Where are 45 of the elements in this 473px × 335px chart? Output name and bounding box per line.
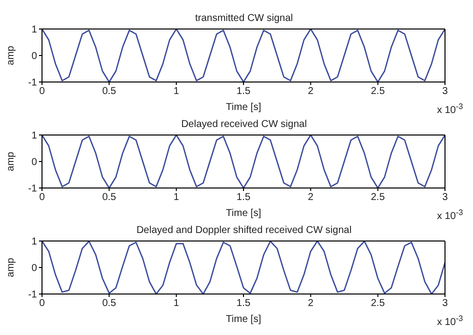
y-tick-label: -1 [28,78,38,89]
x-tick-label: 2.5 [370,86,386,98]
x-tick-label: 1.5 [236,86,251,98]
y-axis-title: amp [6,45,17,66]
text: x 10$^{-3}$ [436,102,464,116]
x-tick-label: 2.5 [370,298,386,310]
x-tick-label: 2.5 [370,192,386,204]
x-tick-label: 2 [308,86,314,98]
y-axis-title: amp [6,257,17,278]
x-tick-label: 1 [174,86,180,98]
x-tick-label: 3 [442,86,448,98]
y-tick-label: 0 [31,263,38,274]
x-tick-label: 1 [174,298,180,310]
line-series [42,135,445,188]
chart-title: transmitted CW signal [195,13,293,24]
chart-title: Delayed received CW signal [181,119,307,130]
y-tick-label: 1 [31,236,38,248]
text: x 10$^{-3}$ [436,208,464,222]
x-tick-label: 2 [308,298,314,310]
x-tick-label: 0.5 [102,192,117,204]
y-tick-label: 0 [31,157,38,168]
y-axis-title: amp [6,151,17,172]
text: x 10$^{-3}$ [436,314,464,328]
x-axis-title: Time [s] [226,314,262,325]
x-tick-label: 2 [308,192,314,204]
x-tick-label: 0 [39,298,46,310]
y-tick-label: -1 [28,184,38,195]
line-series [42,241,445,294]
x-tick-label: 1.5 [236,298,251,310]
x-tick-label: 0.5 [102,86,117,98]
x-tick-label: 0 [39,86,46,98]
x-tick-label: 1 [174,192,180,204]
y-tick-label: 1 [31,24,38,36]
y-tick-label: 1 [31,130,38,142]
y-tick-label: -1 [28,290,38,301]
y-tick-label: 0 [31,51,38,62]
x-tick-label: 1.5 [236,192,251,204]
chart-title: Delayed and Doppler shifted received CW signal [136,225,352,236]
x-tick-label: 0.5 [102,298,117,310]
x-axis-title: Time [s] [226,102,262,113]
x-tick-label: 0 [39,192,46,204]
x-axis-title: Time [s] [226,208,262,219]
x-tick-label: 3 [442,298,448,310]
x-tick-label: 3 [442,192,448,204]
line-series [42,29,445,82]
